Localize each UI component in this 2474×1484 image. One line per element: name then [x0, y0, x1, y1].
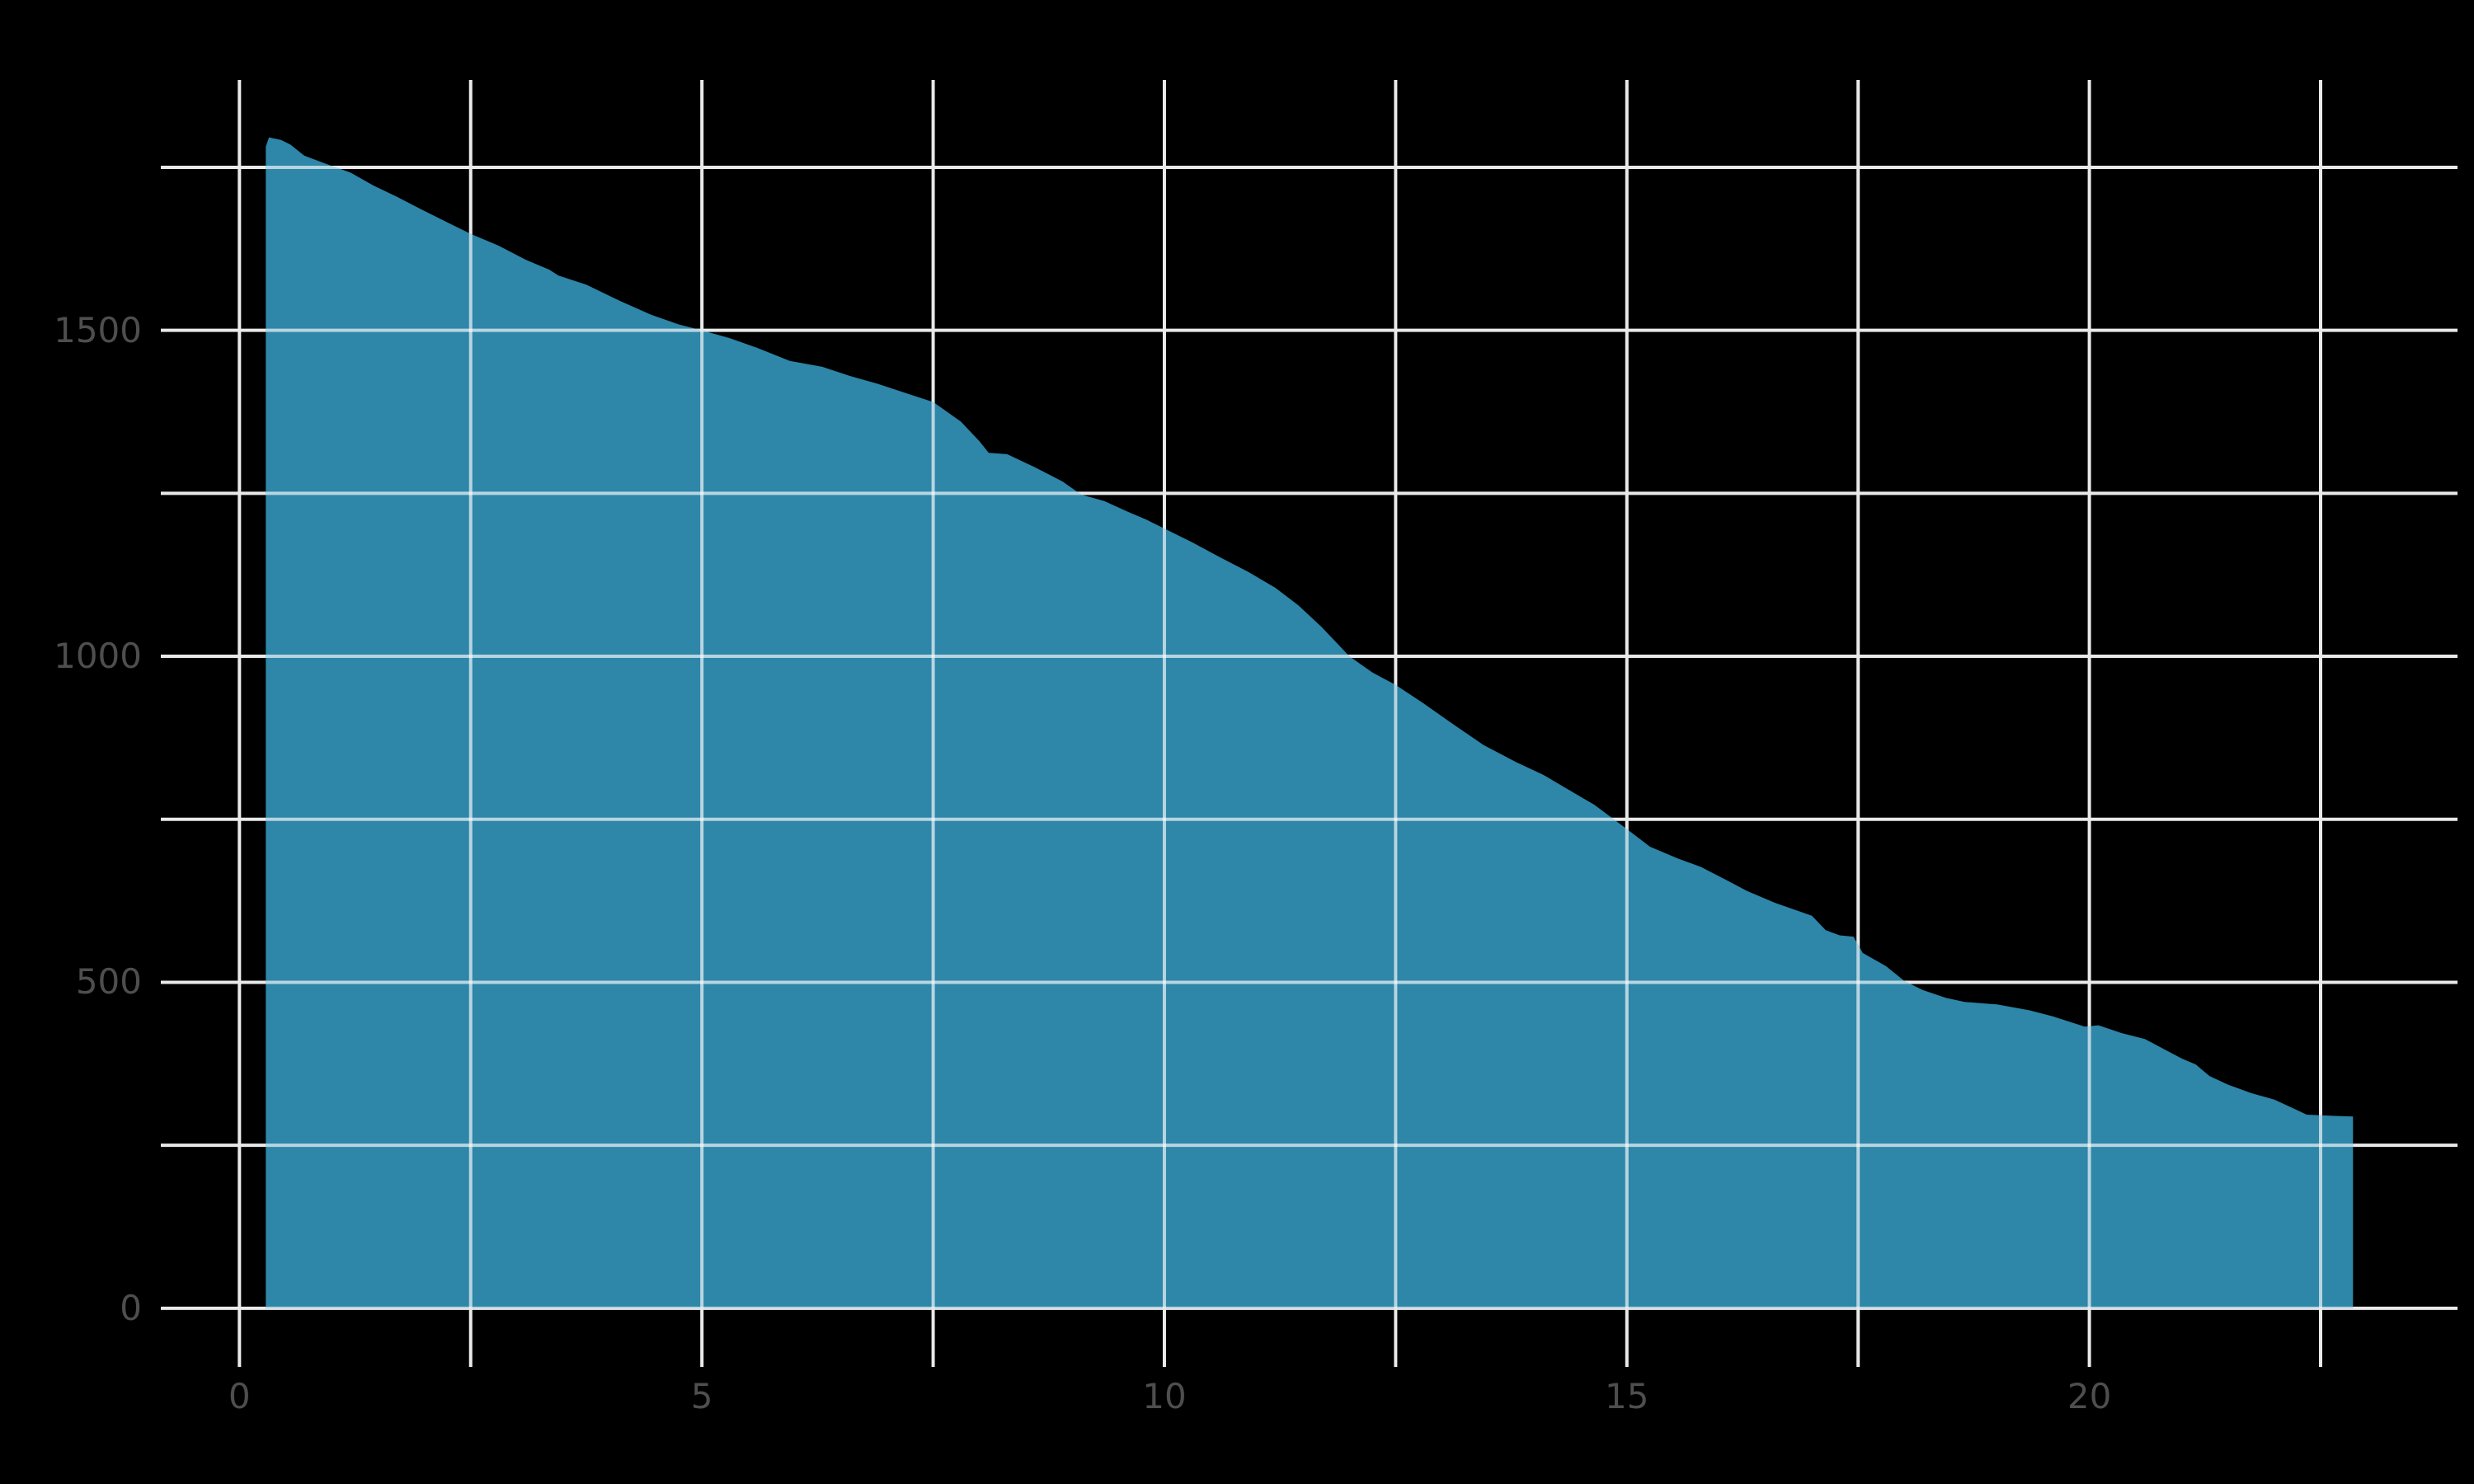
x-tick-label-15: 15 [1605, 1376, 1649, 1416]
y-tick-label-0: 0 [120, 1287, 142, 1328]
x-tick-label-5: 5 [690, 1376, 713, 1416]
x-tick-label-0: 0 [228, 1376, 251, 1416]
y-tick-label-1000: 1000 [54, 636, 142, 677]
y-tick-label-500: 500 [75, 961, 142, 1003]
area-series [266, 137, 2354, 1308]
x-tick-label-10: 10 [1142, 1376, 1187, 1416]
x-tick-label-20: 20 [2067, 1376, 2112, 1416]
y-tick-label-1500: 1500 [54, 309, 142, 350]
